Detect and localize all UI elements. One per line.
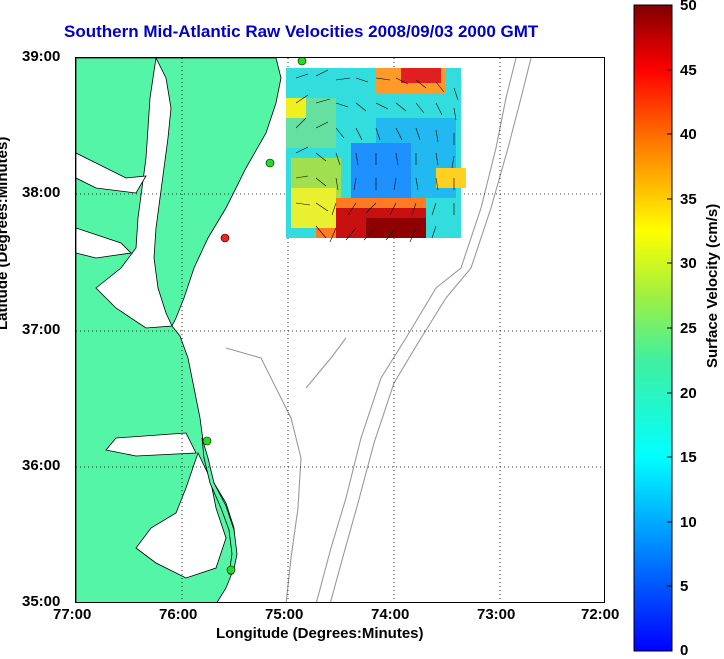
x-tick-label: 73:00 <box>477 606 516 623</box>
velocity-field <box>286 68 466 238</box>
colorbar-tick: 30 <box>680 255 697 272</box>
chesapeake-bay <box>95 58 173 329</box>
colorbar-tick: 40 <box>680 126 697 143</box>
colorbar-tick: 35 <box>680 191 697 208</box>
x-tick-label: 72:00 <box>581 606 620 623</box>
pamlico-sound <box>135 451 227 579</box>
y-tick-label: 35:00 <box>22 593 61 610</box>
y-tick-label: 36:00 <box>22 457 61 474</box>
colorbar-tick: 50 <box>680 0 697 14</box>
map-canvas <box>76 58 604 602</box>
x-tick-label: 74:00 <box>371 606 410 623</box>
radar-station-marker[interactable] <box>220 233 230 243</box>
x-tick-label: 75:00 <box>265 606 304 623</box>
colorbar-tick: 10 <box>680 514 697 531</box>
bay-inlet <box>76 227 132 259</box>
colorbar-label: Surface Velocity (cm/s) <box>704 203 721 368</box>
colorbar-tick: 15 <box>680 449 697 466</box>
x-axis-label: Longitude (Degrees:Minutes) <box>216 625 424 642</box>
colorbar-tick: 0 <box>680 642 689 659</box>
bay-inlet <box>76 152 147 194</box>
lat-lon-grid <box>76 58 604 602</box>
colorbar-tick: 20 <box>680 385 697 402</box>
y-tick-label: 39:00 <box>22 48 61 65</box>
y-tick-label: 37:00 <box>22 321 61 338</box>
radar-station-marker[interactable] <box>202 436 212 446</box>
bathymetry-contours <box>225 58 532 602</box>
x-tick-label: 77:00 <box>53 606 92 623</box>
velocity-arrows <box>295 69 459 243</box>
colorbar-tick: 5 <box>680 578 689 595</box>
map-plot-area[interactable] <box>75 57 605 603</box>
colorbar-tick: 25 <box>680 320 697 337</box>
x-tick-label: 76:00 <box>159 606 198 623</box>
y-tick-label: 38:00 <box>22 184 61 201</box>
radar-station-marker[interactable] <box>265 158 275 168</box>
radar-station-marker[interactable] <box>297 58 307 66</box>
radar-station-marker[interactable] <box>226 565 236 575</box>
map-title: Southern Mid-Atlantic Raw Velocities 200… <box>64 22 539 41</box>
colorbar-tick: 45 <box>680 62 697 79</box>
albemarle-sound <box>105 432 197 457</box>
y-axis-label: Latitude (Degrees:Minutes) <box>0 136 11 330</box>
